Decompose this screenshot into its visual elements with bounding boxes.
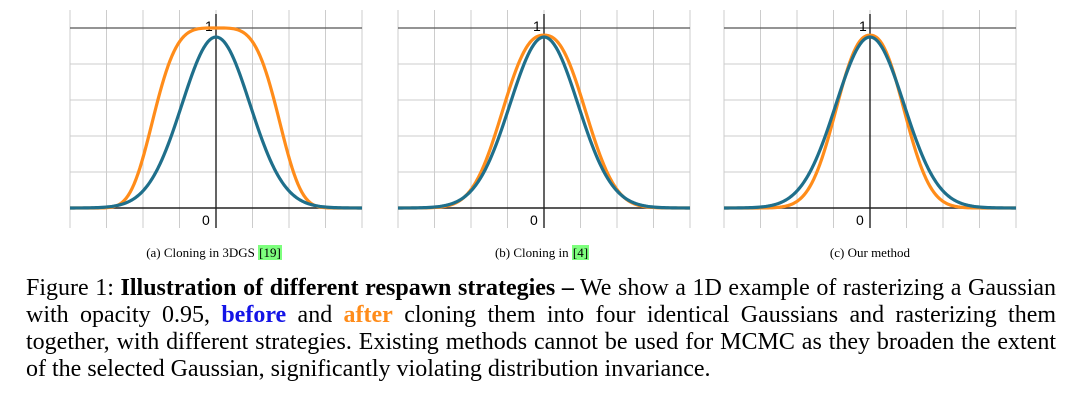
subcaption-a: (a) Cloning in 3DGS [19] (68, 245, 360, 261)
plot-a: 10 (69, 10, 363, 228)
plot-c: 10 (723, 10, 1017, 228)
tick-label-zero: 0 (530, 212, 538, 228)
caption-text-2: and (297, 302, 333, 328)
tick-label-zero: 0 (202, 212, 210, 228)
after-curve (724, 33, 1016, 210)
citation-link-4[interactable]: [4] (571, 245, 590, 260)
tick-label-one: 1 (205, 18, 213, 34)
before-curve (398, 35, 690, 210)
subcaption-a-text: (a) Cloning in 3DGS (146, 245, 259, 260)
citation-link-19[interactable]: [19] (258, 245, 282, 260)
subcaption-b-text: (b) Cloning in (494, 245, 572, 260)
tick-label-zero: 0 (856, 212, 864, 228)
subcaption-b: (b) Cloning in [4] (396, 245, 688, 261)
before-curve (724, 35, 1016, 210)
tick-label-one: 1 (533, 18, 541, 34)
plot-b: 10 (397, 10, 691, 228)
before-curve (70, 35, 362, 210)
subcaption-c: (c) Our method (724, 245, 1016, 261)
subcaption-c-text: (c) Our method (829, 245, 911, 260)
after-word: after (343, 302, 393, 328)
caption-text-1: We show a 1D example of rasterizing a Ga… (26, 275, 1056, 328)
figure-label: Figure 1: (26, 275, 114, 301)
tick-label-one: 1 (859, 18, 867, 34)
caption-title: Illustration of different respawn strate… (120, 275, 574, 301)
figure-caption: Figure 1: Illustration of different resp… (26, 275, 1056, 383)
caption-text-3: cloning them into four identical Gaussia… (26, 302, 1057, 382)
before-word: before (221, 302, 287, 328)
